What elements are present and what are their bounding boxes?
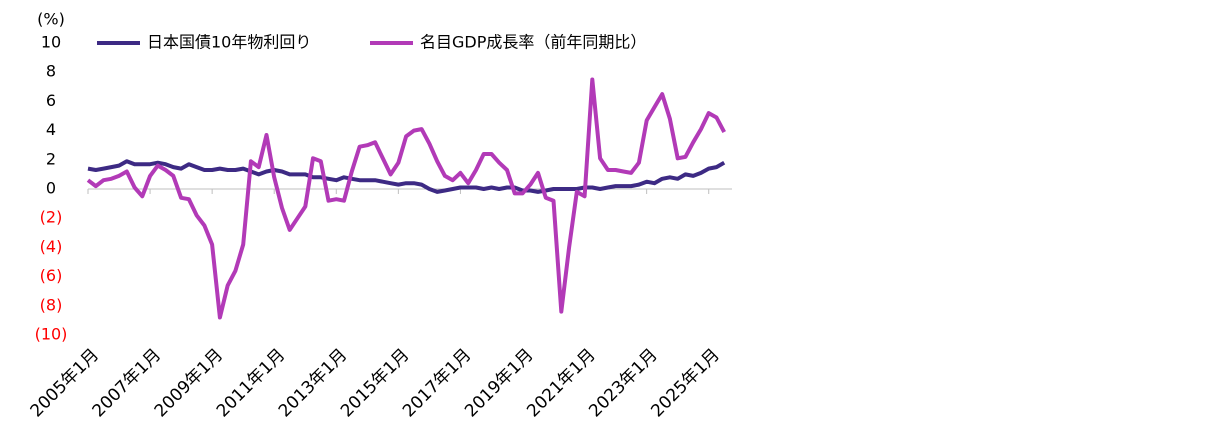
series-line [87,159,726,194]
series-line [86,77,726,320]
y-tick-label: (10) [35,325,68,344]
y-tick-label: 4 [46,120,56,139]
y-tick-label: 6 [46,91,56,110]
y-tick-label: (2) [40,208,63,227]
y-tick-label: (6) [40,266,63,285]
legend-label: 日本国債10年物利回り [147,33,311,52]
y-tick-label: 2 [46,149,56,168]
y-tick-label: 8 [46,62,56,81]
y-tick-label: (8) [40,295,63,314]
y-tick-label: (4) [40,237,63,256]
y-tick-label: 0 [46,179,56,198]
legend-label: 名目GDP成長率（前年同期比） [420,33,646,52]
unit-label: (%) [37,10,65,29]
y-tick-label: 10 [41,33,61,52]
